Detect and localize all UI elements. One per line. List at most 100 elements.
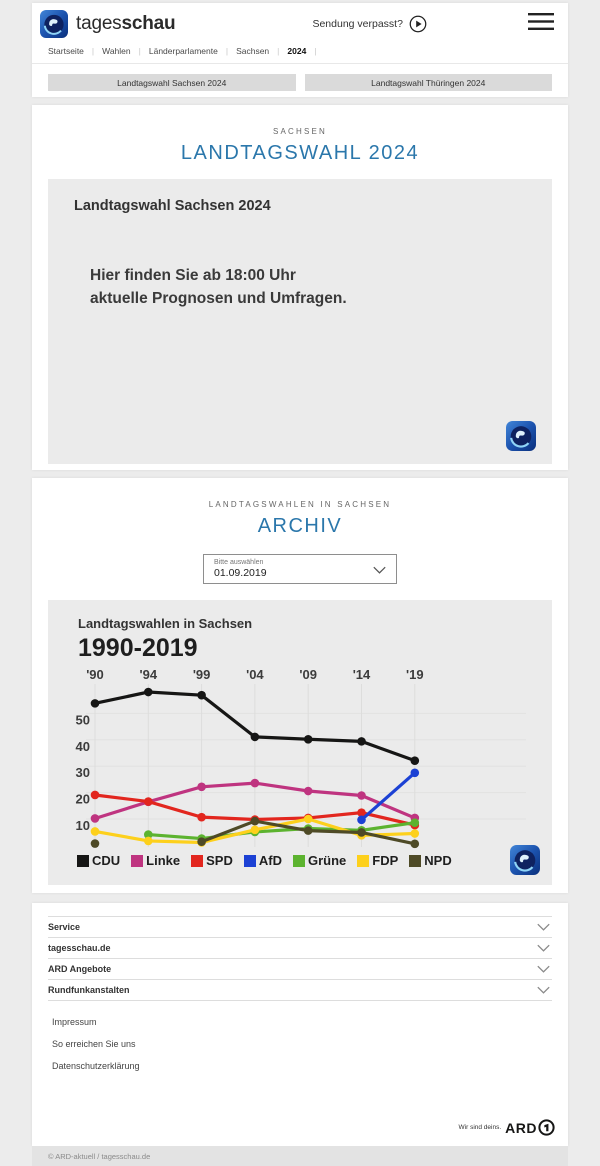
footer-link[interactable]: Datenschutzerklärung (52, 1061, 140, 1071)
legend-swatch (357, 854, 370, 867)
footer-accordion: Service tagesschau.de ARD Angebote Rundfunk… (48, 916, 552, 1001)
footer-link[interactable]: Impressum (52, 1017, 97, 1027)
hero-section: SACHSEN LANDTAGSWAHL 2024 Landtagswahl S… (32, 105, 568, 470)
copyright-text: © ARD-aktuell / tagesschau.de (48, 1151, 151, 1161)
legend-item: AfD (243, 853, 282, 868)
legend-label: CDU (92, 853, 121, 868)
chart-title: 1990-2019 (78, 634, 198, 662)
chevron-down-icon (537, 944, 550, 952)
svg-text:'90: '90 (86, 667, 104, 682)
archive-chart-card: Landtagswahlen in Sachsen 1990-2019 10 20… (48, 600, 552, 885)
legend-label: FDP (372, 853, 399, 868)
ard-brand-block: Wir sind deins. ARD (45, 1119, 555, 1136)
play-icon (409, 15, 427, 33)
archive-title: ARCHIV (257, 515, 343, 537)
breadcrumb-separator: | (138, 46, 141, 56)
accordion-label: Service (48, 922, 81, 932)
legend-label: Grüne (307, 853, 347, 868)
svg-text:10: 10 (76, 818, 90, 833)
chevron-down-icon (373, 566, 386, 574)
quick-link-button[interactable]: Landtagswahl Sachsen 2024 (48, 74, 296, 91)
accordion-label: tagesschau.de (48, 943, 111, 953)
svg-text:'09: '09 (299, 667, 317, 682)
breadcrumb-separator: | (314, 46, 317, 56)
header-top: tagesschau Sendung verpasst? (32, 3, 568, 41)
svg-text:50: 50 (76, 712, 90, 727)
chart-legend: CDU Linke SPD AfD Grüne FDP NPD (48, 853, 552, 868)
breadcrumb: Startseite | Wahlen | Länderparlamente | Sachs… (32, 41, 568, 64)
select-value: 01.09.2019 (214, 567, 267, 579)
tagesschau-logo-icon (510, 845, 540, 875)
brand-name: tagesschau (76, 13, 176, 34)
svg-text:'04: '04 (246, 667, 264, 682)
missed-show-label: Sendung verpasst? (312, 18, 403, 30)
chart-subtitle: Landtagswahlen in Sachsen (78, 616, 253, 631)
accordion-row[interactable]: Rundfunkanstalten (48, 980, 552, 1001)
teaser-title: Landtagswahl Sachsen 2024 (74, 198, 271, 214)
footer-links: Impressum So erreichen Sie uns Datenschutz… (48, 1011, 552, 1077)
archive-section: LANDTAGSWAHLEN IN SACHSEN ARCHIV Bitte a… (32, 478, 568, 893)
chevron-down-icon (537, 986, 550, 994)
legend-item: NPD (409, 853, 452, 868)
svg-text:'94: '94 (140, 667, 158, 682)
legend-item: SPD (191, 853, 233, 868)
breadcrumb-separator: | (277, 46, 280, 56)
svg-text:20: 20 (76, 792, 90, 807)
legend-item: Grüne (292, 853, 347, 868)
accordion-label: Rundfunkanstalten (48, 985, 130, 995)
teaser-message: Hier finden Sie ab 18:00 Uhr aktuelle Pr… (90, 264, 526, 310)
site-footer: Service tagesschau.de ARD Angebote Rundfunk… (32, 903, 568, 1146)
breadcrumb-item[interactable]: 2024 (287, 46, 307, 56)
svg-text:'19: '19 (406, 667, 424, 682)
breadcrumb-item[interactable]: Startseite (48, 46, 84, 56)
missed-show-link[interactable]: Sendung verpasst? (276, 15, 427, 33)
chevron-down-icon (537, 965, 550, 973)
svg-text:30: 30 (76, 765, 90, 780)
election-teaser-card: Landtagswahl Sachsen 2024 Hier finden Si… (48, 179, 552, 464)
accordion-row[interactable]: Service (48, 917, 552, 938)
legend-label: AfD (258, 853, 282, 868)
legend-swatch (243, 854, 256, 867)
accordion-row[interactable]: ARD Angebote (48, 959, 552, 980)
archive-date-select[interactable]: Bitte auswählen 01.09.2019 (203, 554, 397, 584)
breadcrumb-item[interactable]: Sachsen (236, 46, 270, 56)
legend-label: Linke (146, 853, 181, 868)
legend-swatch (131, 854, 144, 867)
legend-swatch (191, 854, 204, 867)
svg-text:'14: '14 (353, 667, 371, 682)
teaser-message-line2: aktuelle Prognosen und Umfragen. (90, 290, 347, 307)
footer-link[interactable]: So erreichen Sie uns (52, 1039, 136, 1049)
menu-button[interactable] (527, 12, 554, 36)
legend-label: NPD (424, 853, 452, 868)
brand-home-link[interactable]: tagesschau (40, 10, 176, 38)
archive-chart-svg: 10 20 30 40 50 '90 '94 '99 '04 '09 '14 '19 (76, 667, 526, 849)
breadcrumb-separator: | (91, 46, 95, 56)
ard-claim: Wir sind deins. (458, 1124, 502, 1131)
chevron-down-icon (537, 923, 550, 931)
teaser-message-line1: Hier finden Sie ab 18:00 Uhr (90, 267, 296, 284)
legend-swatch (409, 854, 422, 867)
breadcrumb-separator: | (225, 46, 229, 56)
svg-text:'99: '99 (193, 667, 211, 682)
breadcrumb-item[interactable]: Wahlen (102, 46, 131, 56)
site-header: tagesschau Sendung verpasst? Startseite |… (32, 3, 568, 97)
legend-item: FDP (357, 853, 398, 868)
ard-circle-one-icon (538, 1119, 555, 1136)
accordion-row[interactable]: tagesschau.de (48, 938, 552, 959)
copyright-bar: © ARD-aktuell / tagesschau.de (32, 1146, 568, 1166)
tagesschau-logo-icon (40, 10, 68, 38)
legend-item: Linke (131, 853, 180, 868)
legend-item: CDU (77, 853, 120, 868)
quick-links: Landtagswahl Sachsen 2024 Landtagswahl Th… (32, 64, 568, 91)
select-label: Bitte auswählen (214, 559, 264, 566)
ard-brand: ARD (505, 1119, 537, 1136)
legend-swatch (77, 854, 89, 867)
legend-swatch (292, 854, 305, 867)
accordion-label: ARD Angebote (48, 964, 112, 974)
hero-kicker: SACHSEN (272, 127, 328, 136)
menu-icon (527, 12, 554, 30)
breadcrumb-item[interactable]: Länderparlamente (148, 46, 218, 56)
legend-label: SPD (206, 853, 233, 868)
quick-link-button[interactable]: Landtagswahl Thüringen 2024 (304, 74, 552, 91)
